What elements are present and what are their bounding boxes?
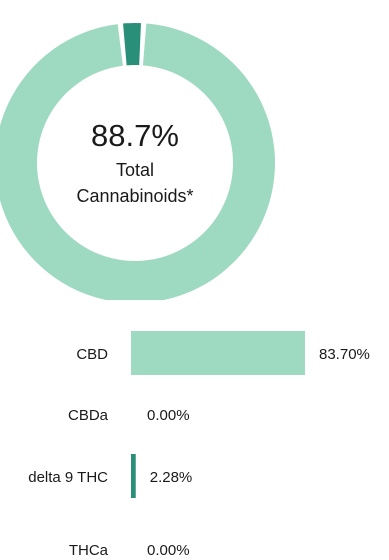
bar-value-label-cbda: 0.00% — [147, 407, 190, 424]
bar-value-label-cbd: 83.70% — [319, 346, 370, 363]
bar-label-cbda: CBDa — [68, 407, 109, 424]
bar-label-delta-9-thc: delta 9 THC — [28, 469, 108, 486]
bar-value-label-delta-9-thc: 2.28% — [150, 469, 193, 486]
bar-cbd — [131, 331, 305, 375]
bar-value-label-thca: 0.00% — [147, 542, 190, 559]
bar-label-thca: THCa — [69, 542, 109, 559]
bar-label-cbd: CBD — [76, 346, 108, 363]
bar-delta-9-thc — [131, 454, 136, 498]
